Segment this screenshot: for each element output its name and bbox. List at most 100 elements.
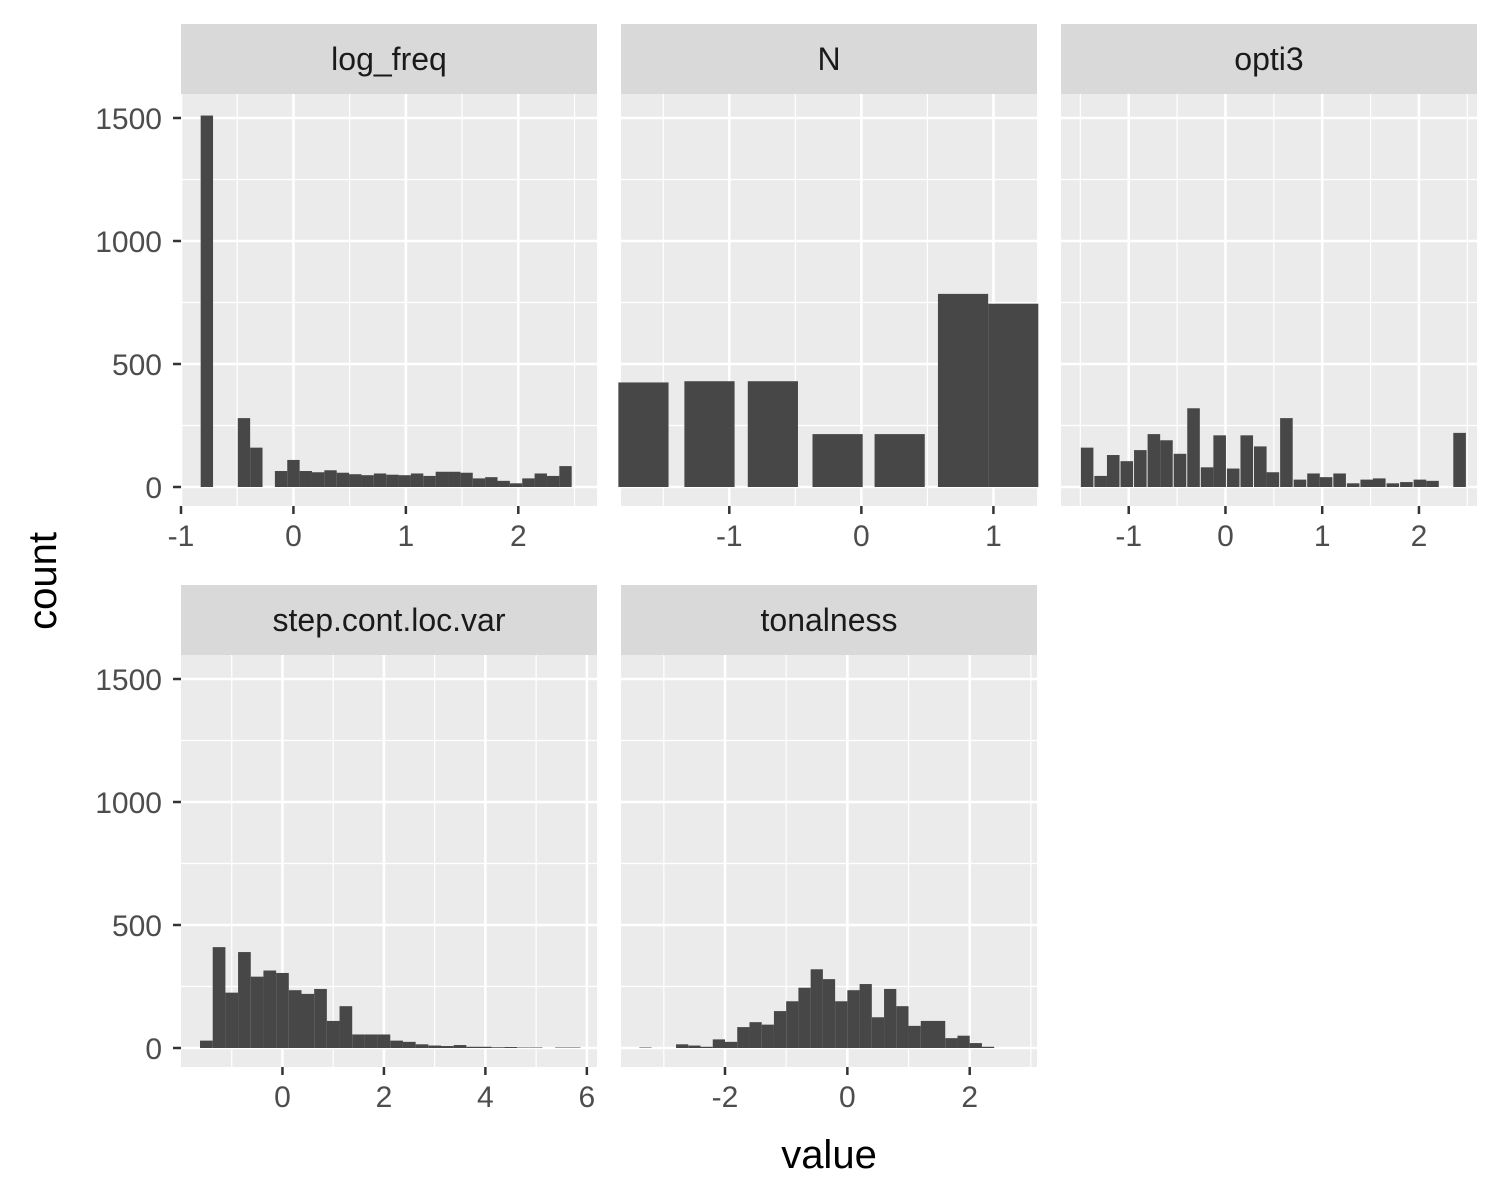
histogram-bar [1266,472,1280,487]
histogram-bar [920,1020,933,1048]
histogram-bar [1280,418,1293,487]
histogram-bar [1226,468,1240,487]
histogram-bar [1386,483,1400,487]
y-tick-label: 1000 [95,787,162,820]
histogram-bar [684,381,735,487]
histogram-bar [534,473,547,487]
histogram-bar [1453,432,1466,487]
histogram-bar [299,471,312,487]
x-tick-label: 0 [274,1081,291,1114]
histogram-bar [822,979,836,1048]
histogram-bar [874,434,925,487]
x-tick-label: 6 [579,1081,596,1114]
histogram-bar [1240,435,1254,487]
histogram-bar [237,418,251,487]
histogram-bar [339,1006,353,1048]
histogram-bar [957,1035,970,1048]
histogram-bar [1346,483,1360,487]
x-tick-label: -2 [712,1081,739,1114]
x-tick-label: 0 [839,1081,856,1114]
histogram-bar [896,1006,909,1048]
histogram-bar [361,475,374,487]
facet-strip [621,585,1037,655]
histogram-bar [517,1047,530,1049]
y-axis-title: count [21,532,65,630]
x-tick-label: 2 [376,1081,393,1114]
histogram-bar [1360,479,1373,487]
facet-strip [181,585,597,655]
histogram-bar [485,477,498,487]
histogram-bar [212,947,226,1048]
histogram-bar [1307,473,1320,487]
histogram-bar [1134,450,1147,487]
histogram-bar [423,475,436,487]
histogram-bar [749,1022,762,1048]
histogram-bar [761,1024,774,1048]
histogram-bar [1094,475,1107,487]
histogram-bar [509,483,523,487]
histogram-bar [349,474,362,487]
histogram-bar [1173,453,1187,487]
histogram-bar [410,473,424,487]
panel-background [181,94,597,506]
histogram-bar [364,1034,378,1048]
histogram-bar [1400,482,1413,487]
x-tick-label: 4 [477,1081,494,1114]
histogram-bar [981,1046,995,1048]
histogram-bar [884,988,897,1048]
facet-strip-label: N [817,41,840,77]
facet-strip-label: tonalness [761,602,898,638]
histogram-bar [1254,446,1267,487]
histogram-bar [460,472,473,487]
histogram-bar [398,475,411,487]
histogram-bar [326,1020,340,1048]
histogram-bar [847,990,860,1048]
histogram-bar [908,1025,921,1048]
histogram-bar [1413,479,1427,487]
histogram-bar [676,1044,689,1048]
facet-strip-label: opti3 [1234,41,1303,77]
histogram-bar [1147,434,1161,487]
facet-strip-label: step.cont.loc.var [273,602,506,638]
histogram-bar [559,466,572,487]
histogram-bar [377,1034,391,1048]
histogram-bar [567,1047,581,1049]
histogram-bar [1293,479,1307,487]
histogram-bar [238,952,251,1048]
histogram-bar [737,1027,750,1048]
histogram-bar [555,1047,568,1049]
x-tick-label: 1 [985,520,1002,553]
histogram-bar [546,475,560,487]
x-tick-label: 1 [1314,520,1331,553]
histogram-bar [415,1044,429,1048]
histogram-bar [276,972,289,1048]
x-tick-label: 2 [1411,520,1428,553]
histogram-bar [466,1046,480,1048]
facet-panel-step-cont-loc-var: step.cont.loc.var 0 2 4 6 0 500 1000 1500 [95,585,597,1114]
histogram-bar [441,1046,454,1048]
histogram-bar [812,434,863,487]
histogram-bar [712,1039,725,1048]
facet-strip [1061,24,1477,94]
histogram-bar [453,1045,467,1048]
histogram-bar [402,1041,416,1048]
histogram-bar [835,1001,848,1048]
histogram-bar [225,992,239,1048]
x-tick-label: -1 [1115,520,1142,553]
histogram-bar [859,984,872,1048]
histogram-bar [1187,408,1200,487]
histogram-bar [1080,447,1094,487]
histogram-bar [336,472,350,487]
histogram-bar [1319,477,1333,487]
histogram-bar [504,1047,518,1048]
x-tick-label: 2 [510,520,527,553]
histogram-bar [700,1046,713,1048]
histogram-bar [386,474,399,487]
x-axis-title: value [781,1133,877,1177]
histogram-bar [472,478,486,487]
histogram-bar [810,969,823,1048]
histogram-bar [491,1047,505,1048]
